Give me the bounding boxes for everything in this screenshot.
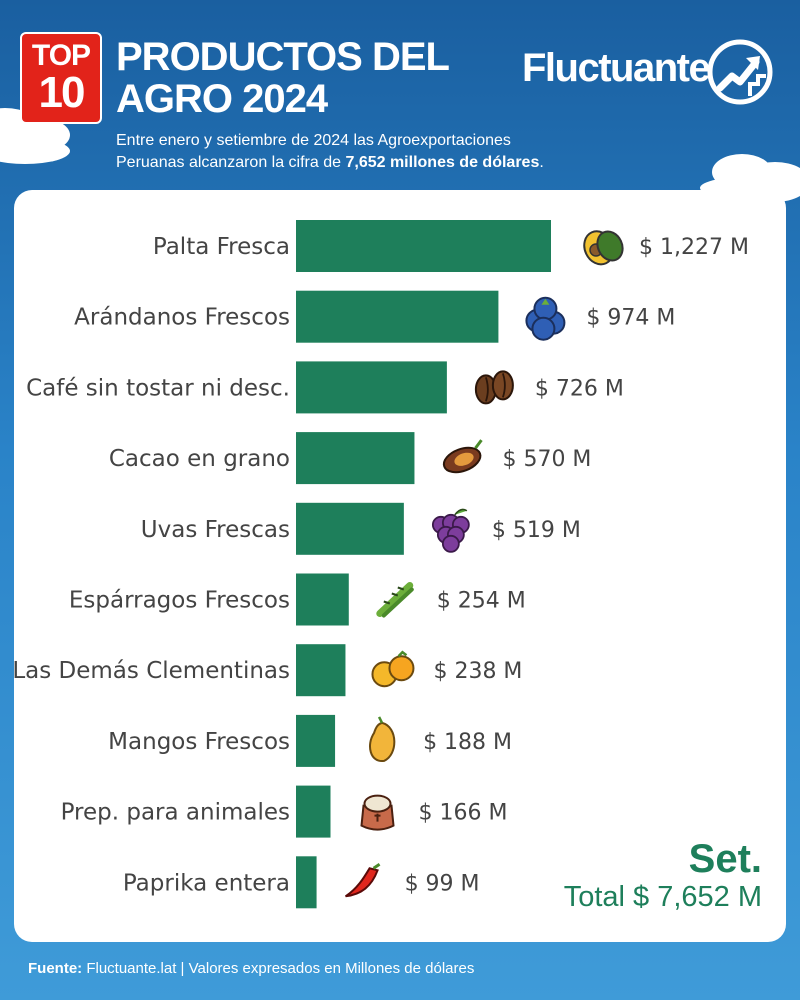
category-label: Las Demás Clementinas [14, 658, 290, 684]
subtitle: Entre enero y setiembre de 2024 las Agro… [116, 130, 576, 174]
value-label: $ 726 M [535, 376, 624, 401]
category-label: Cacao en grano [109, 446, 290, 472]
footer-text: Fluctuante.lat | Valores expresados en M… [82, 960, 475, 977]
value-label: $ 519 M [492, 518, 581, 543]
chart-card: Palta Fresca $ 1,227 M Arándanos Frescos $ … [14, 190, 786, 942]
category-label: Mangos Frescos [108, 729, 290, 755]
value-label: $ 99 M [405, 871, 480, 896]
cacao-pod-icon [442, 439, 483, 474]
grapes-icon [431, 508, 470, 553]
title-line-1: PRODUCTOS DEL [116, 35, 450, 79]
page-title: PRODUCTOS DEL AGRO 2024 [116, 36, 476, 120]
value-label: $ 238 M [433, 659, 522, 684]
value-label: $ 166 M [418, 801, 507, 826]
clementines-icon [371, 650, 415, 688]
bar [296, 714, 336, 767]
bar [296, 432, 415, 485]
bar [296, 290, 499, 343]
footer-source: Fuente: Fluctuante.lat | Valores expresa… [28, 960, 474, 977]
bar [296, 573, 349, 626]
category-label: Prep. para animales [61, 800, 290, 826]
footer-label: Fuente: [28, 960, 83, 977]
trend-arrow-logo-icon [707, 39, 773, 105]
category-label: Café sin tostar ni desc. [26, 375, 290, 401]
blueberries-icon [525, 296, 566, 341]
value-label: $ 254 M [437, 589, 526, 614]
subtitle-highlight: 7,652 millones de dólares [345, 154, 540, 171]
cloud-decoration [0, 138, 70, 164]
subtitle-line-1: Entre enero y setiembre de 2024 las Agro… [116, 132, 511, 149]
bar [296, 785, 331, 838]
value-label: $ 974 M [586, 306, 675, 331]
category-label: Paprika entera [123, 870, 290, 896]
total-value: Total $ 7,652 M [563, 881, 762, 913]
subtitle-line-2: Peruanas alcanzaron la cifra de 7,652 mi… [116, 152, 576, 174]
bar [296, 502, 404, 555]
bar [296, 644, 346, 697]
mango-icon [369, 716, 396, 762]
subtitle-prefix: Peruanas alcanzaron la cifra de [116, 154, 346, 171]
total-period: Set. [688, 837, 762, 881]
value-label: $ 1,227 M [639, 235, 749, 260]
bar [296, 361, 447, 414]
category-label: Espárragos Frescos [69, 588, 290, 614]
value-label: $ 188 M [423, 730, 512, 755]
bar [296, 220, 551, 272]
category-label: Palta Fresca [153, 234, 290, 260]
bar-chart: Palta Fresca $ 1,227 M Arándanos Frescos $ … [14, 220, 749, 909]
category-label: Arándanos Frescos [74, 305, 290, 331]
brand-logo-text: Fluctuante [522, 46, 711, 90]
badge-num: 10 [38, 68, 86, 117]
coffee-beans-icon [474, 370, 514, 405]
value-label: $ 570 M [502, 447, 591, 472]
badge-top: TOP [31, 39, 91, 72]
top10-badge: TOP 10 [20, 32, 102, 124]
category-label: Uvas Frescas [141, 517, 290, 543]
asparagus-icon [376, 582, 414, 618]
avocado-icon [583, 230, 624, 266]
title-line-2: AGRO 2024 [116, 77, 328, 121]
total-box: Set. Total $ 7,652 M [564, 838, 762, 914]
animal-feed-jar-icon [360, 794, 395, 831]
bar [296, 856, 317, 909]
chili-pepper-icon [345, 863, 381, 898]
subtitle-suffix: . [539, 154, 544, 171]
